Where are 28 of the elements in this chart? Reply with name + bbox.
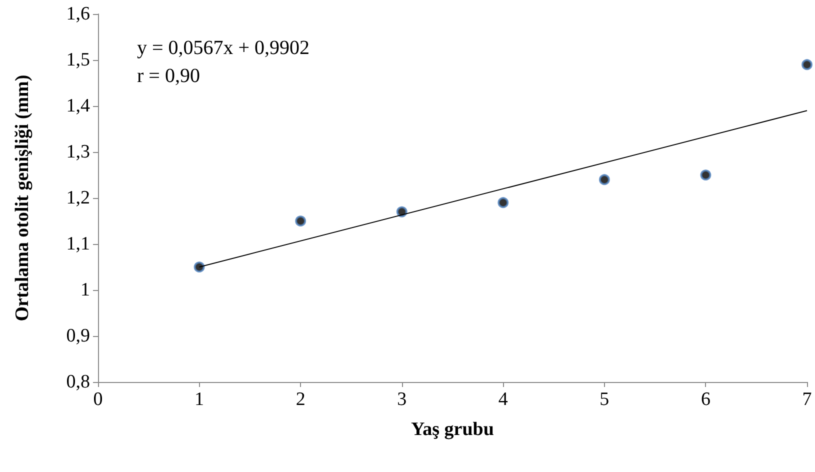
x-tick-label: 5	[600, 389, 610, 410]
y-axis-title: Ortalama otolit genişliği (mm)	[12, 74, 33, 322]
x-tick-label: 3	[397, 389, 407, 410]
y-tick-label: 1,4	[66, 96, 90, 116]
y-tick-label: 1,6	[66, 4, 90, 24]
y-tick-label: 0,8	[66, 372, 90, 392]
point	[194, 262, 205, 272]
x-tick-label: 2	[296, 389, 306, 410]
y-tick-label: 0,9	[66, 326, 90, 346]
point	[598, 174, 610, 186]
y-tick-label: 1,3	[66, 142, 90, 162]
x-tick-label: 0	[93, 389, 103, 410]
annotation: y = 0,0567x + 0,9902	[137, 37, 310, 59]
point	[802, 59, 812, 70]
x-tick-label: 7	[802, 389, 812, 410]
x-tick-label: 1	[194, 389, 204, 410]
y-tick-label: 1,5	[66, 50, 90, 70]
point	[295, 216, 306, 226]
annotation: r = 0,90	[137, 65, 200, 87]
x-tick-label: 6	[700, 389, 710, 410]
y-tick-label: 1,1	[66, 234, 90, 254]
x-axis-title: Yaş grubu	[411, 419, 494, 440]
point	[498, 197, 509, 208]
y-tick-label: 1,2	[66, 188, 90, 208]
point	[700, 170, 712, 180]
point	[396, 206, 408, 218]
x-tick-label: 4	[498, 389, 508, 410]
y-tick-label: 1	[80, 280, 90, 300]
